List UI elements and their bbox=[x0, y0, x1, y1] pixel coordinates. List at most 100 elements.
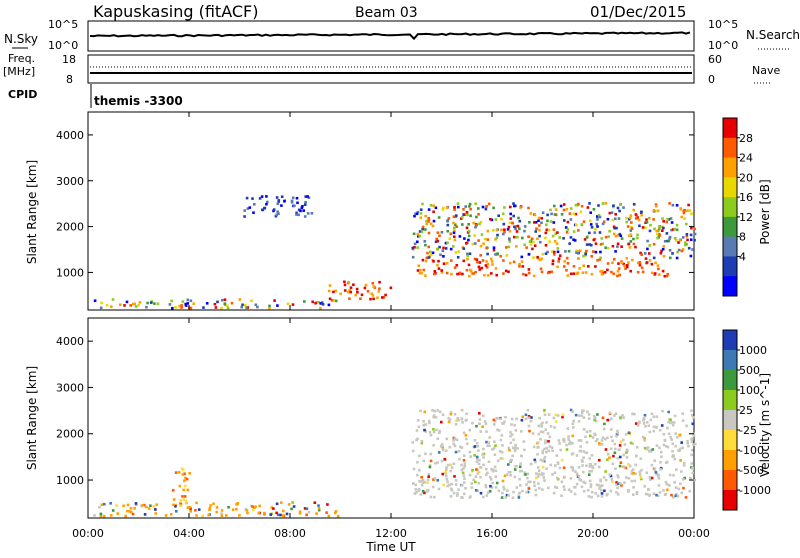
data-cell bbox=[641, 226, 645, 229]
data-cell bbox=[207, 513, 210, 517]
data-cell bbox=[643, 485, 646, 488]
data-cell bbox=[416, 240, 419, 244]
data-cell bbox=[461, 421, 464, 424]
data-cell bbox=[124, 514, 127, 518]
data-cell bbox=[629, 214, 633, 217]
data-cell bbox=[100, 503, 104, 506]
data-cell bbox=[513, 225, 516, 229]
data-cell bbox=[606, 217, 610, 221]
data-cell bbox=[238, 298, 242, 301]
data-cell bbox=[626, 264, 629, 267]
data-cell bbox=[143, 513, 147, 516]
data-cell bbox=[463, 213, 466, 216]
data-cell bbox=[460, 468, 463, 472]
data-cell bbox=[172, 503, 175, 507]
data-cell bbox=[449, 232, 453, 236]
colorbar-tick-label: -1000 bbox=[739, 484, 771, 497]
data-cell bbox=[434, 206, 438, 210]
data-cell bbox=[636, 424, 640, 427]
data-cell bbox=[620, 237, 624, 240]
data-cell bbox=[571, 469, 575, 472]
data-cell bbox=[496, 417, 499, 420]
data-cell bbox=[610, 428, 613, 431]
data-cell bbox=[189, 299, 193, 303]
data-cell bbox=[628, 246, 632, 249]
data-cell bbox=[632, 486, 635, 489]
data-cell bbox=[674, 494, 677, 498]
data-cell bbox=[453, 437, 457, 441]
data-cell bbox=[253, 203, 256, 206]
data-cell bbox=[668, 473, 672, 477]
colorbar-cell bbox=[723, 490, 737, 511]
data-cell bbox=[487, 441, 491, 444]
data-cell bbox=[665, 232, 669, 235]
data-cell bbox=[620, 261, 624, 264]
data-cell bbox=[427, 256, 431, 259]
data-cell bbox=[491, 481, 494, 485]
data-cell bbox=[154, 508, 157, 511]
data-cell bbox=[611, 244, 615, 248]
data-cell bbox=[298, 512, 302, 515]
data-cell bbox=[545, 223, 548, 227]
data-cell bbox=[643, 413, 647, 417]
data-cell bbox=[485, 266, 489, 269]
colorbar-tick-label: 24 bbox=[739, 152, 753, 165]
data-cell bbox=[416, 419, 420, 422]
data-cell bbox=[641, 435, 645, 439]
freq-tick-bottom: 8 bbox=[66, 73, 73, 86]
data-cell bbox=[246, 207, 250, 210]
data-cell bbox=[416, 269, 420, 272]
data-cell bbox=[582, 409, 585, 412]
data-cell bbox=[195, 514, 198, 517]
data-cell bbox=[505, 473, 509, 476]
data-cell bbox=[625, 220, 628, 224]
data-cell bbox=[429, 452, 433, 456]
data-cell bbox=[612, 272, 616, 276]
data-cell bbox=[485, 246, 488, 250]
data-cell bbox=[332, 299, 335, 302]
colorbar-cell bbox=[723, 450, 737, 471]
data-cell bbox=[527, 416, 531, 420]
data-cell bbox=[437, 267, 441, 270]
data-cell bbox=[439, 445, 443, 448]
data-cell bbox=[146, 301, 149, 305]
data-cell bbox=[676, 250, 679, 254]
data-cell bbox=[525, 483, 528, 486]
data-cell bbox=[506, 489, 509, 492]
data-cell bbox=[231, 508, 235, 511]
data-cell bbox=[422, 481, 425, 484]
data-cell bbox=[473, 234, 476, 237]
data-cell bbox=[291, 501, 294, 504]
data-cell bbox=[599, 484, 603, 488]
data-cell bbox=[216, 300, 219, 304]
data-cell bbox=[579, 449, 582, 453]
velocity-ylabel: Slant Range [km] bbox=[25, 366, 39, 470]
data-cell bbox=[601, 222, 605, 226]
data-cell bbox=[145, 305, 148, 309]
data-cell bbox=[339, 292, 342, 296]
data-cell bbox=[668, 237, 671, 240]
data-cell bbox=[481, 425, 484, 428]
data-cell bbox=[608, 456, 611, 459]
data-cell bbox=[652, 256, 656, 260]
data-cell bbox=[618, 209, 621, 213]
data-cell bbox=[424, 430, 428, 433]
data-cell bbox=[501, 212, 505, 216]
data-cell bbox=[693, 227, 696, 231]
data-cell bbox=[652, 429, 656, 433]
data-cell bbox=[422, 459, 425, 463]
data-cell bbox=[444, 241, 448, 245]
data-cell bbox=[298, 510, 302, 513]
data-cell bbox=[486, 262, 490, 266]
data-cell bbox=[435, 428, 438, 432]
data-cell bbox=[477, 265, 481, 269]
data-cell bbox=[662, 489, 665, 492]
data-cell bbox=[665, 444, 668, 448]
data-cell bbox=[562, 438, 565, 442]
data-cell bbox=[230, 301, 234, 305]
data-cell bbox=[672, 474, 675, 477]
data-cell bbox=[671, 203, 675, 207]
data-cell bbox=[446, 463, 450, 467]
data-cell bbox=[537, 432, 541, 436]
data-cell bbox=[427, 473, 431, 476]
